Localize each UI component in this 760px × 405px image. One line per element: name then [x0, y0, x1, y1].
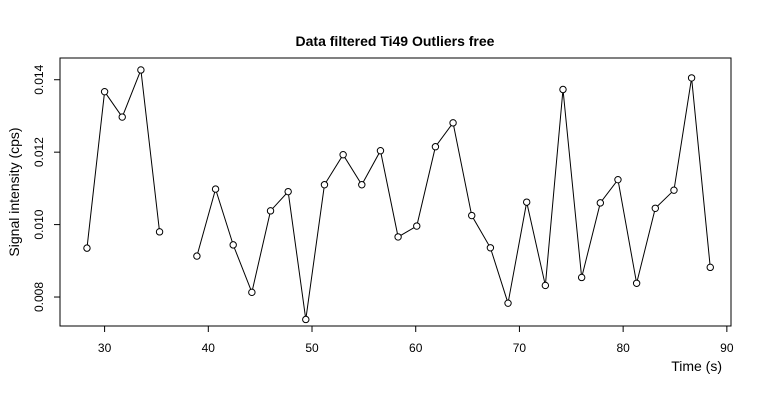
data-point	[670, 186, 678, 194]
data-point	[302, 315, 310, 324]
data-point	[320, 181, 329, 189]
data-point	[229, 241, 237, 249]
data-point	[193, 252, 201, 260]
data-point	[339, 150, 347, 159]
data-point	[118, 113, 126, 121]
data-point	[100, 87, 109, 96]
data-point	[155, 228, 164, 236]
y-tick-label: 0.008	[32, 282, 46, 312]
data-point	[449, 119, 457, 127]
data-point	[486, 244, 495, 252]
data-point	[137, 66, 145, 74]
data-point	[211, 185, 220, 193]
y-tick-label: 0.012	[32, 137, 46, 167]
data-point	[248, 288, 256, 297]
data-point	[596, 199, 605, 207]
x-tick-label: 30	[98, 341, 112, 355]
data-point	[468, 211, 476, 220]
data-point	[541, 281, 550, 290]
data-point	[413, 222, 421, 230]
data-point	[284, 187, 292, 196]
data-point	[577, 273, 586, 282]
x-tick-label: 40	[202, 341, 216, 355]
series-layer	[83, 66, 714, 324]
data-point	[376, 147, 385, 155]
x-axis-label: Time (s)	[671, 358, 722, 374]
data-point	[431, 143, 440, 151]
data-point	[358, 181, 366, 189]
y-tick-label: 0.014	[32, 64, 46, 94]
y-tick-label: 0.010	[32, 209, 46, 239]
data-point	[559, 85, 567, 94]
plot-frame	[59, 57, 732, 327]
data-point	[83, 244, 91, 252]
x-tick-label: 80	[616, 341, 630, 355]
x-tick-label: 50	[305, 341, 319, 355]
data-point	[504, 299, 512, 307]
data-point	[687, 74, 696, 82]
y-axis: 0.008 0.010 0.012 0.014	[32, 64, 61, 312]
chart-title: Data filtered Ti49 Outliers free	[296, 33, 495, 49]
x-tick-label: 70	[513, 341, 527, 355]
data-point	[651, 204, 659, 212]
x-tick-label: 90	[720, 341, 734, 355]
data-point	[266, 207, 275, 215]
data-point	[614, 175, 622, 184]
data-point	[522, 198, 531, 206]
data-point	[706, 263, 714, 272]
data-point	[632, 279, 641, 287]
x-tick-label: 60	[409, 341, 423, 355]
data-point	[394, 233, 402, 241]
series-line	[86, 69, 161, 249]
y-axis-label: Signal intensity (cps)	[6, 127, 22, 256]
x-axis: 30 40 50 60 70 80 90	[98, 325, 734, 355]
